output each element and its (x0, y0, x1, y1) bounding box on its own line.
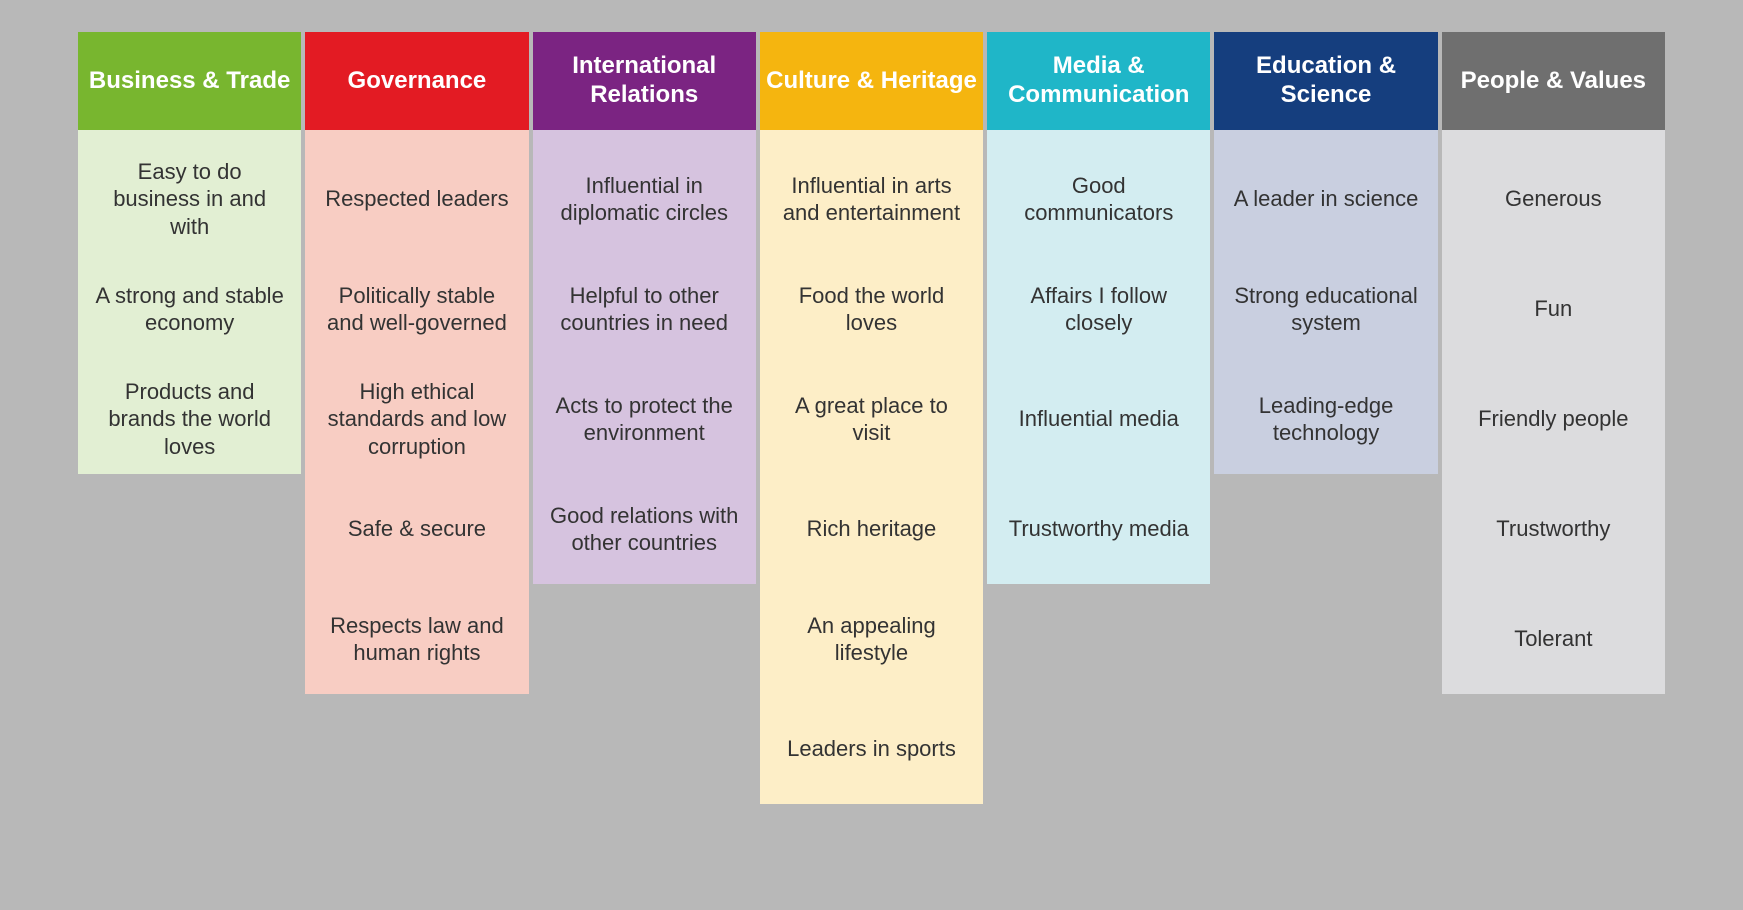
column-body-people-values: GenerousFunFriendly peopleTrustworthyTol… (1442, 130, 1665, 694)
cell-media-communication-1: Affairs I follow closely (987, 254, 1210, 364)
cell-education-science-1: Strong educational system (1214, 254, 1437, 364)
cell-media-communication-2: Influential media (987, 364, 1210, 474)
cell-governance-2: High ethical standards and low corruptio… (305, 364, 528, 474)
column-body-business-trade: Easy to do business in and withA strong … (78, 130, 301, 474)
cell-business-trade-1: A strong and stable economy (78, 254, 301, 364)
column-media-communication: Media & CommunicationGood communicatorsA… (987, 32, 1210, 804)
cell-business-trade-0: Easy to do business in and with (78, 144, 301, 254)
column-culture-heritage: Culture & HeritageInfluential in arts an… (760, 32, 983, 804)
column-international-relations: International RelationsInfluential in di… (533, 32, 756, 804)
cell-culture-heritage-5: Leaders in sports (760, 694, 983, 804)
column-body-culture-heritage: Influential in arts and entertainmentFoo… (760, 130, 983, 804)
cell-culture-heritage-2: A great place to visit (760, 364, 983, 474)
cell-people-values-4: Tolerant (1442, 584, 1665, 694)
cell-culture-heritage-3: Rich heritage (760, 474, 983, 584)
cell-international-relations-1: Helpful to other countries in need (533, 254, 756, 364)
column-header-business-trade: Business & Trade (78, 32, 301, 130)
cell-business-trade-2: Products and brands the world loves (78, 364, 301, 474)
cell-culture-heritage-0: Influential in arts and entertainment (760, 144, 983, 254)
column-header-governance: Governance (305, 32, 528, 130)
cell-governance-1: Politically stable and well-governed (305, 254, 528, 364)
cell-people-values-2: Friendly people (1442, 364, 1665, 474)
cell-international-relations-0: Influential in diplomatic circles (533, 144, 756, 254)
cell-people-values-3: Trustworthy (1442, 474, 1665, 584)
column-header-culture-heritage: Culture & Heritage (760, 32, 983, 130)
cell-governance-4: Respects law and human rights (305, 584, 528, 694)
column-header-people-values: People & Values (1442, 32, 1665, 130)
column-body-governance: Respected leadersPolitically stable and … (305, 130, 528, 694)
infographic-grid: Business & TradeEasy to do business in a… (0, 0, 1743, 804)
cell-media-communication-3: Trustworthy media (987, 474, 1210, 584)
column-header-international-relations: International Relations (533, 32, 756, 130)
column-header-education-science: Education & Science (1214, 32, 1437, 130)
column-people-values: People & ValuesGenerousFunFriendly peopl… (1442, 32, 1665, 804)
column-body-international-relations: Influential in diplomatic circlesHelpful… (533, 130, 756, 584)
cell-education-science-2: Leading-edge technology (1214, 364, 1437, 474)
column-governance: GovernanceRespected leadersPolitically s… (305, 32, 528, 804)
cell-media-communication-0: Good communicators (987, 144, 1210, 254)
cell-people-values-1: Fun (1442, 254, 1665, 364)
column-education-science: Education & ScienceA leader in scienceSt… (1214, 32, 1437, 804)
cell-education-science-0: A leader in science (1214, 144, 1437, 254)
column-body-media-communication: Good communicatorsAffairs I follow close… (987, 130, 1210, 584)
cell-governance-3: Safe & secure (305, 474, 528, 584)
column-body-education-science: A leader in scienceStrong educational sy… (1214, 130, 1437, 474)
column-header-media-communication: Media & Communication (987, 32, 1210, 130)
cell-international-relations-3: Good relations with other countries (533, 474, 756, 584)
cell-international-relations-2: Acts to protect the environment (533, 364, 756, 474)
column-business-trade: Business & TradeEasy to do business in a… (78, 32, 301, 804)
cell-people-values-0: Generous (1442, 144, 1665, 254)
cell-culture-heritage-1: Food the world loves (760, 254, 983, 364)
cell-culture-heritage-4: An appealing lifestyle (760, 584, 983, 694)
cell-governance-0: Respected leaders (305, 144, 528, 254)
